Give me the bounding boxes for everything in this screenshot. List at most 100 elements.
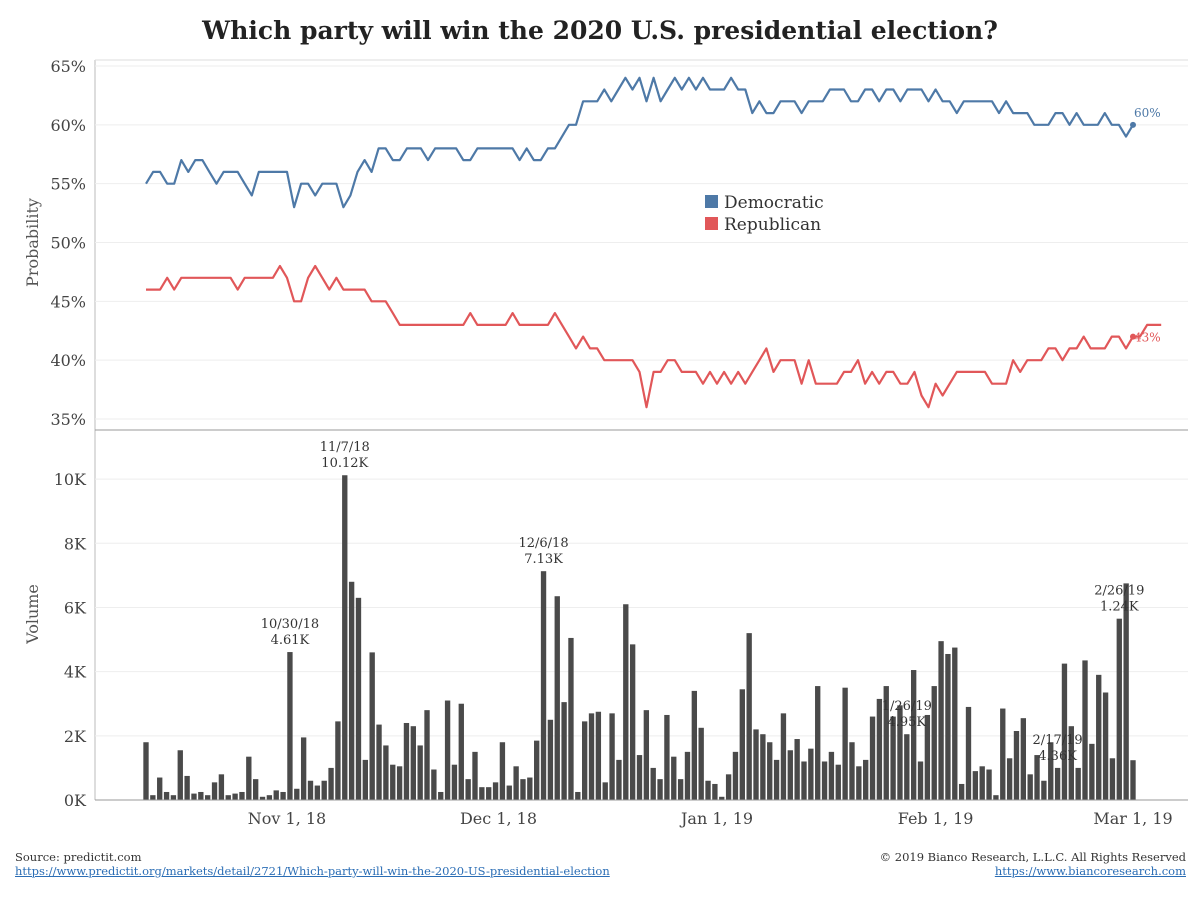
volume-bar — [410, 726, 416, 800]
volume-bar — [595, 711, 602, 800]
volume-bar — [835, 764, 841, 800]
annotation-value: 4.36K — [1038, 749, 1077, 764]
volume-bar — [472, 751, 478, 800]
y-tick-label: 35% — [50, 410, 86, 429]
site-link-wrap: https://www.biancoresearch.com — [995, 864, 1186, 878]
volume-bar — [383, 745, 389, 800]
volume-bar — [534, 740, 540, 800]
x-axis: Nov 1, 18 Dec 1, 18 Jan 1, 19 Feb 1, 19 Mar … — [248, 809, 1173, 828]
volume-bar — [1034, 755, 1040, 800]
y-tick-label: 40% — [50, 351, 86, 370]
volume-bar — [1000, 708, 1006, 800]
y-axis-title: Probability — [23, 198, 42, 287]
y-axis-title: Volume — [23, 584, 42, 645]
volume-bar — [979, 766, 985, 800]
volume-bar — [465, 779, 471, 800]
legend-label-democratic: Democratic — [724, 193, 824, 213]
volume-bar — [760, 734, 766, 800]
volume-bar — [842, 687, 848, 800]
volume-bar — [993, 795, 999, 800]
annotation-date: 10/30/18 — [261, 617, 319, 632]
volume-bar — [581, 721, 588, 800]
volume-bar — [300, 737, 307, 800]
volume-bar — [849, 742, 855, 800]
volume-bar — [815, 686, 821, 800]
volume-bar — [876, 698, 883, 800]
site-link[interactable]: https://www.biancoresearch.com — [994, 864, 1186, 878]
y-tick-label: 45% — [50, 292, 86, 311]
volume-bar — [1068, 726, 1074, 800]
volume-bar — [1020, 718, 1027, 800]
volume-bar — [143, 742, 149, 800]
volume-bar — [170, 795, 177, 800]
volume-bar — [218, 774, 225, 800]
volume-bar — [438, 791, 444, 800]
volume-bar — [924, 714, 931, 800]
volume-bar — [773, 759, 780, 800]
democratic-end-point — [1130, 121, 1136, 128]
volume-bar — [917, 761, 924, 800]
volume-bar — [821, 761, 828, 800]
volume-bar — [952, 647, 958, 800]
volume-bar — [1075, 767, 1081, 800]
volume-bar — [931, 686, 937, 800]
volume-bar — [719, 796, 725, 800]
volume-bar — [396, 766, 403, 800]
volume-bar — [965, 706, 972, 800]
volume-bar — [623, 604, 629, 800]
volume-bar — [910, 670, 917, 800]
volume-bar — [698, 727, 704, 800]
volume-bar — [602, 782, 608, 800]
x-tick-label: Feb 1, 19 — [898, 809, 974, 828]
volume-bar — [348, 581, 355, 800]
volume-bar — [664, 714, 670, 800]
volume-bar — [492, 782, 499, 800]
volume-bar — [273, 790, 279, 800]
chart-title: Which party will win the 2020 U.S. presi… — [202, 16, 998, 45]
volume-bar — [561, 702, 567, 800]
source-label: Source: predictit.com — [15, 850, 142, 864]
volume-bar — [616, 759, 622, 800]
volume-bar — [767, 742, 773, 800]
volume-bar — [520, 779, 526, 800]
volume-bar — [650, 767, 656, 800]
volume-bar — [259, 796, 266, 800]
volume-bar — [643, 710, 650, 800]
volume-bar — [335, 721, 341, 800]
source-link[interactable]: https://www.predictit.org/markets/detail… — [15, 864, 610, 878]
volume-bar — [1041, 780, 1047, 800]
volume-bar — [184, 775, 190, 800]
volume-bar — [211, 782, 218, 800]
volume-bar — [1096, 674, 1102, 800]
volume-bar — [684, 751, 691, 800]
volume-bar — [732, 751, 739, 800]
volume-bar — [657, 779, 663, 800]
x-tick-label: Dec 1, 18 — [460, 809, 537, 828]
volume-bar — [1048, 742, 1054, 800]
annotation-date: 2/26/19 — [1094, 584, 1144, 599]
volume-bar — [671, 756, 677, 800]
y-tick-label: 6K — [64, 598, 87, 617]
volume-bar — [588, 713, 595, 800]
volume-bar — [705, 780, 711, 800]
volume-bar — [198, 791, 204, 800]
volume-bar — [486, 787, 492, 800]
volume-bar — [863, 759, 869, 800]
volume-bar — [856, 766, 862, 800]
volume-bar — [191, 793, 197, 800]
volume-bar — [739, 689, 745, 800]
annotation-value: 1.24K — [1100, 600, 1139, 615]
volume-bar — [479, 787, 485, 800]
volume-bar — [163, 791, 170, 800]
volume-bar — [390, 764, 396, 800]
volume-bar — [1027, 774, 1033, 800]
volume-bar — [328, 767, 334, 800]
volume-bar — [403, 722, 410, 800]
volume-bar — [725, 774, 732, 800]
volume-bar — [1116, 618, 1122, 800]
volume-bar — [157, 777, 163, 800]
volume-bar — [1123, 583, 1129, 800]
volume-bar — [451, 764, 458, 800]
volume-bar — [376, 724, 382, 800]
